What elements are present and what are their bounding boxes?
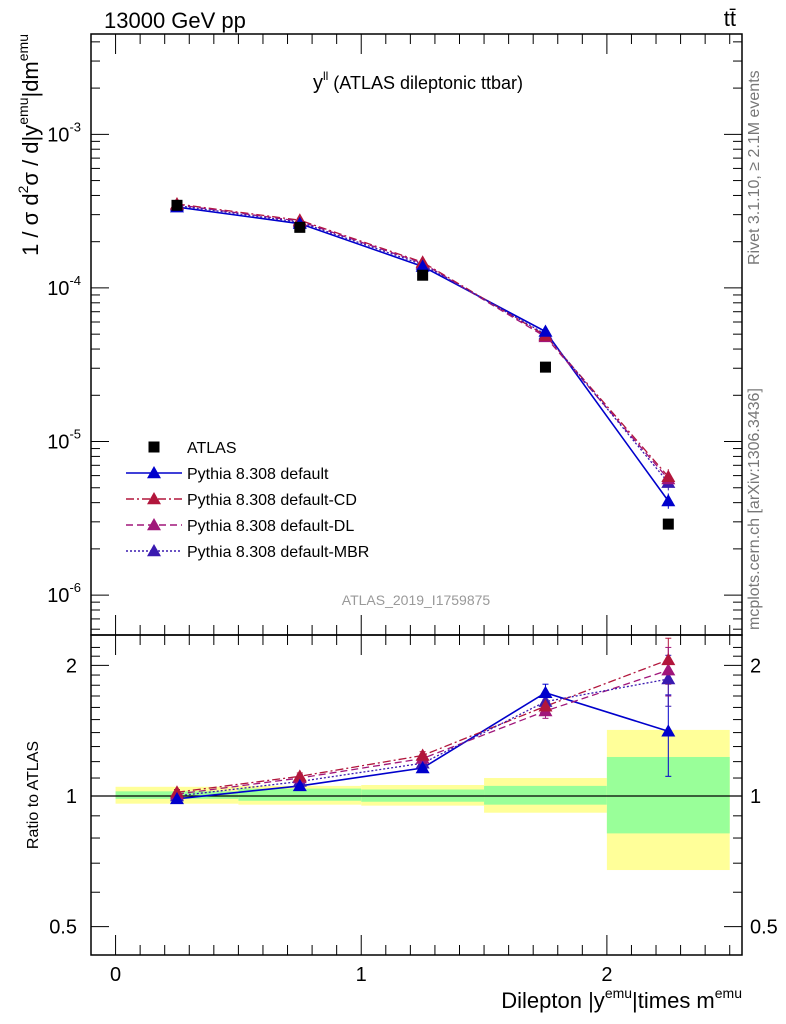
ratio-point-cd	[292, 769, 307, 782]
ratio-y-tick-label-right: 1	[750, 786, 761, 808]
ratio-point-default	[292, 778, 307, 792]
y-tick-label: 10-4	[47, 273, 81, 300]
ratio-point-cd	[661, 652, 676, 666]
data-point-data	[171, 199, 183, 211]
ratio-line-dl	[176, 669, 669, 795]
legend-label-data: ATLAS	[187, 440, 237, 457]
ratio-point-default	[661, 724, 676, 737]
legend-marker-default	[147, 466, 161, 479]
y-tick-label: 10-6	[47, 580, 81, 607]
y-tick-label: 10-5	[47, 427, 81, 454]
legend-label-dl: Pythia 8.308 default-DL	[187, 518, 354, 535]
ratio-point-cd	[169, 785, 184, 798]
ratio-y-tick-label-right: 0.5	[750, 917, 778, 939]
uncertainty-band-inner	[238, 788, 362, 801]
main-y-axis-title: 1 / σ d2σ / d|yemu|dmemu	[15, 34, 43, 256]
legend-marker-cd	[147, 492, 161, 505]
ratio-y-tick-label: 2	[66, 655, 77, 677]
x-tick-label: 0	[110, 964, 121, 986]
legend-marker-mbr	[147, 544, 161, 557]
analysis-watermark: ATLAS_2019_I1759875	[342, 592, 491, 608]
beam-energy-label: 13000 GeV pp	[104, 8, 246, 33]
ratio-point-mbr	[661, 672, 676, 685]
ratio-point-dl	[661, 663, 676, 676]
data-point-data	[539, 361, 551, 373]
ratio-point-cd	[415, 748, 430, 761]
process-label: tt̄	[723, 6, 736, 31]
series-line-mbr	[176, 204, 669, 484]
legend-marker-dl	[147, 518, 161, 531]
ratio-y-tick-label: 1	[66, 786, 77, 808]
ratio-y-tick-label-right: 2	[750, 655, 761, 677]
series-line-dl	[176, 204, 669, 480]
plot-title: yll (ATLAS dileptonic ttbar)	[313, 69, 523, 94]
data-point-default	[538, 324, 553, 337]
series-line-default	[176, 206, 669, 502]
legend-label-mbr: Pythia 8.308 default-MBR	[187, 544, 369, 561]
ratio-y-tick-label: 0.5	[49, 917, 77, 939]
x-axis-title: Dilepton |yemu|times memu	[501, 985, 742, 1013]
data-point-data	[417, 269, 429, 281]
ratio-point-default	[415, 761, 430, 774]
ratio-line-cd	[176, 659, 669, 793]
x-tick-label: 1	[356, 964, 367, 986]
x-tick-label: 2	[601, 964, 612, 986]
uncertainty-band-inner	[484, 785, 607, 805]
series-line-cd	[176, 203, 669, 478]
ratio-y-axis-title: Ratio to ATLAS	[25, 741, 42, 849]
ratio-point-default	[169, 791, 184, 805]
legend-marker-data	[148, 441, 160, 453]
data-point-data	[662, 518, 674, 530]
data-point-default	[415, 259, 430, 272]
ratio-point-default	[538, 685, 553, 698]
data-point-default	[661, 493, 676, 507]
data-point-cd	[661, 469, 676, 482]
legend-label-default: Pythia 8.308 default	[187, 466, 329, 483]
ratio-panel-frame	[90, 634, 743, 956]
y-tick-label: 10-3	[47, 119, 81, 146]
data-point-data	[294, 221, 306, 233]
ratio-point-cd	[538, 699, 553, 712]
legend-label-cd: Pythia 8.308 default-CD	[187, 492, 357, 509]
